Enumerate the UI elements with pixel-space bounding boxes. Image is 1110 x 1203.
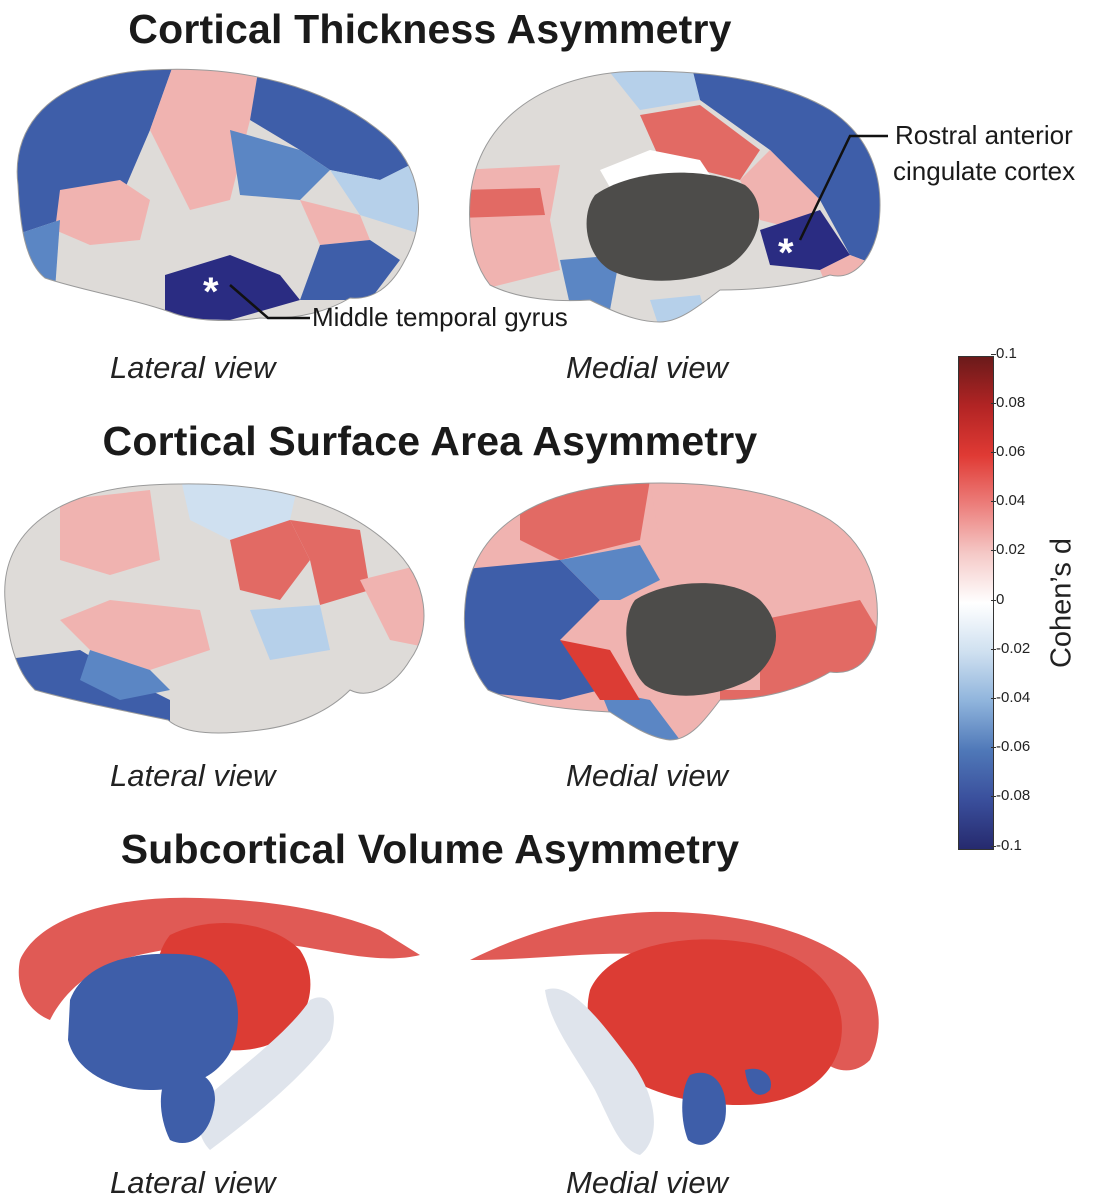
- surface-medial-label: Medial view: [566, 758, 728, 793]
- colorbar-tick: 0: [990, 591, 1005, 608]
- racc-label-line1: Rostral anterior: [895, 120, 1073, 150]
- racc-marker: *: [778, 231, 794, 275]
- colorbar-tick: 0.06: [990, 443, 1026, 460]
- colorbar-tick: 0.02: [990, 541, 1026, 558]
- mtg-leader-line: [229, 284, 310, 320]
- mtg-marker: *: [203, 270, 219, 314]
- surface-lateral-brain: [4, 483, 424, 733]
- colorbar-tick: -0.1: [991, 837, 1022, 854]
- mtg-label: Middle temporal gyrus: [312, 302, 568, 332]
- racc-label-line2: cingulate cortex: [893, 156, 1076, 186]
- surface-medial-brain: [464, 483, 878, 740]
- surface-lateral-label: Lateral view: [110, 758, 276, 793]
- thickness-lateral-brain: [17, 69, 419, 321]
- thickness-medial-label: Medial view: [566, 350, 728, 385]
- colorbar-tick: 0.04: [990, 492, 1026, 509]
- thickness-medial-brain: [469, 71, 881, 322]
- colorbar-tick: -0.08: [990, 787, 1031, 804]
- colorbar-tick: -0.06: [990, 738, 1031, 755]
- colorbar-tick: 0.1: [991, 345, 1017, 362]
- colorbar: [958, 356, 994, 850]
- colorbar-label: Cohen’s d: [1045, 537, 1078, 669]
- thickness-title: Cortical Thickness Asymmetry: [128, 6, 732, 52]
- subcortical-title: Subcortical Volume Asymmetry: [120, 826, 740, 872]
- colorbar-tick: -0.04: [990, 689, 1031, 706]
- subcortical-lateral-label: Lateral view: [110, 1165, 276, 1200]
- colorbar-tick: 0.08: [990, 394, 1026, 411]
- colorbar-tick: -0.02: [990, 640, 1031, 657]
- subcortical-medial-label: Medial view: [566, 1165, 728, 1200]
- thickness-lateral-label: Lateral view: [110, 350, 276, 385]
- surface-area-title: Cortical Surface Area Asymmetry: [102, 418, 758, 464]
- racc-leader-line: [798, 134, 888, 241]
- subcortical-lateral-structures: [18, 897, 420, 1150]
- subcortical-medial-structures: [470, 911, 879, 1155]
